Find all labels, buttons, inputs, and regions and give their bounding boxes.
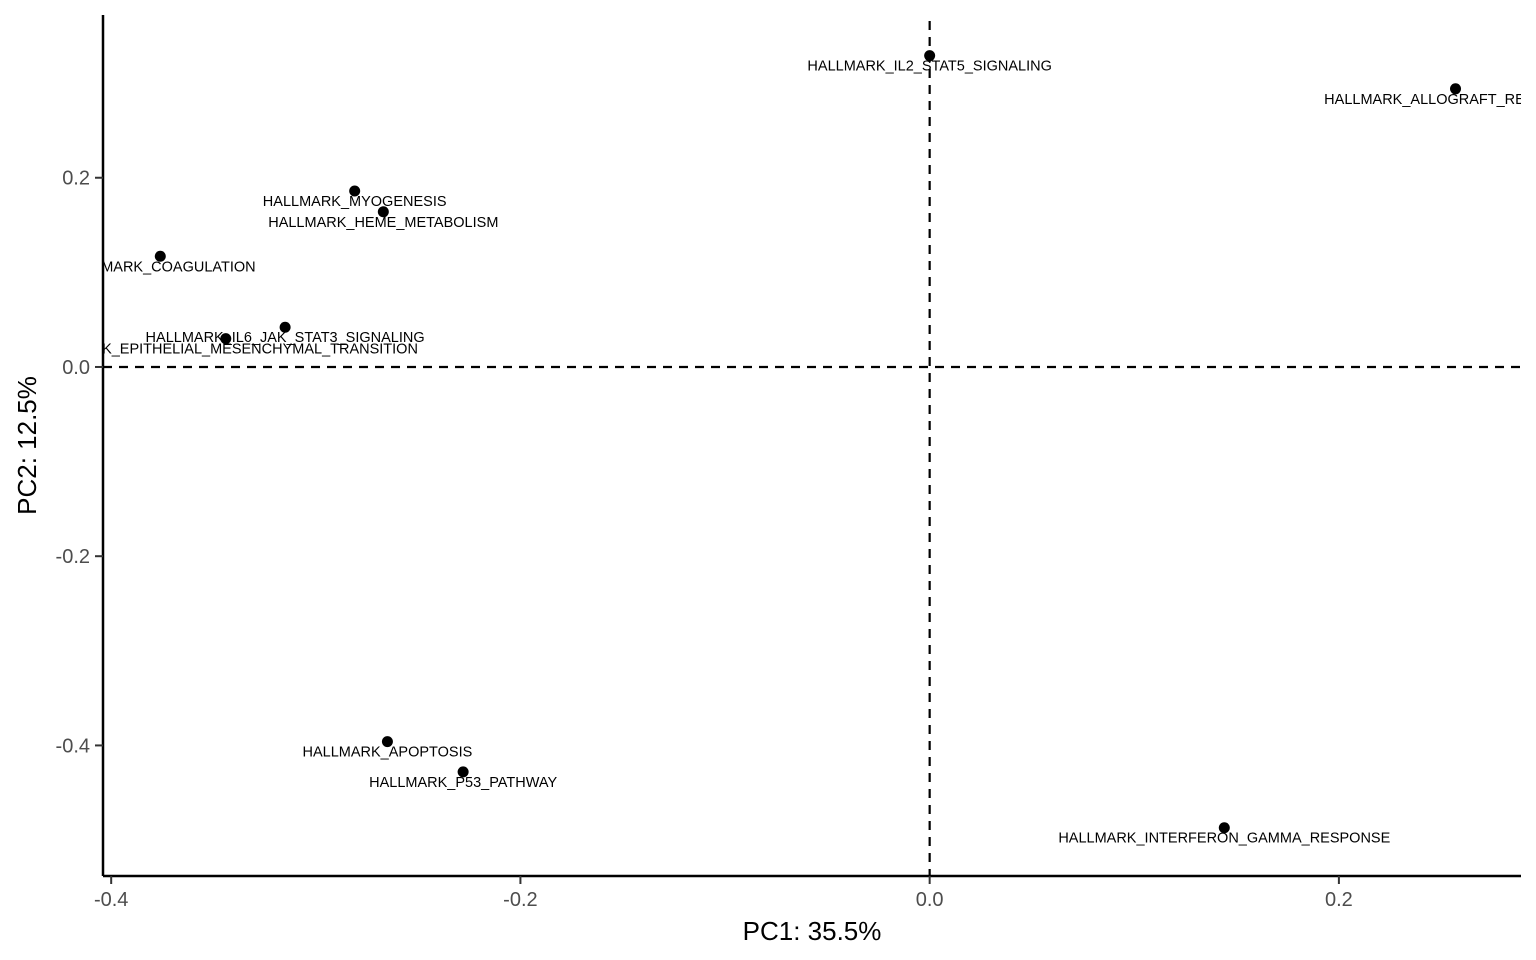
point-label: HALLMARK_ALLOGRAFT_REJECTION xyxy=(1324,92,1536,108)
x-tick-label: -0.4 xyxy=(94,889,128,911)
data-point xyxy=(154,250,166,262)
data-point xyxy=(1218,822,1230,834)
point-label: HALLMARK_MYOGENESIS xyxy=(263,194,447,210)
point-label: HALLMARK_APOPTOSIS xyxy=(303,745,473,761)
data-point xyxy=(1450,83,1462,95)
point-label: HALLMARK_P53_PATHWAY xyxy=(369,775,557,791)
reference-lines xyxy=(103,21,1521,876)
data-point xyxy=(924,50,936,62)
x-tick-label: 0.2 xyxy=(1325,889,1353,911)
x-axis-title: PC1: 35.5% xyxy=(743,916,882,946)
point-label: HALLMARK_HEME_METABOLISM xyxy=(268,215,498,231)
point-label: HALLMARK_COAGULATION xyxy=(65,259,256,275)
x-tick-label: -0.2 xyxy=(503,889,537,911)
data-point xyxy=(349,185,361,197)
y-axis-title: PC2: 12.5% xyxy=(12,376,42,515)
y-tick-label: 0.0 xyxy=(62,357,90,379)
data-point xyxy=(220,333,232,345)
y-tick-label: 0.2 xyxy=(62,168,90,190)
y-tick-label: -0.2 xyxy=(56,546,90,568)
axes: -0.4 -0.2 0.0 0.2 -0.4 -0.2 0.0 0.2 xyxy=(56,15,1521,911)
point-label: HALLMARK_EPITHELIAL_MESENCHYMAL_TRANSITI… xyxy=(34,342,418,358)
points-layer: HALLMARK_IL2_STAT5_SIGNALING HALLMARK_ALL… xyxy=(34,50,1536,847)
point-label: HALLMARK_INTERFERON_GAMMA_RESPONSE xyxy=(1058,831,1390,847)
y-tick-label: -0.4 xyxy=(56,735,90,757)
x-tick-label: 0.0 xyxy=(916,889,944,911)
point-label: HALLMARK_IL2_STAT5_SIGNALING xyxy=(807,59,1051,75)
data-point xyxy=(377,206,389,218)
data-point xyxy=(279,321,291,333)
data-point xyxy=(381,736,393,748)
data-point xyxy=(457,766,469,778)
point-label: HALLMARK_IL6_JAK_STAT3_SIGNALING xyxy=(146,330,425,346)
